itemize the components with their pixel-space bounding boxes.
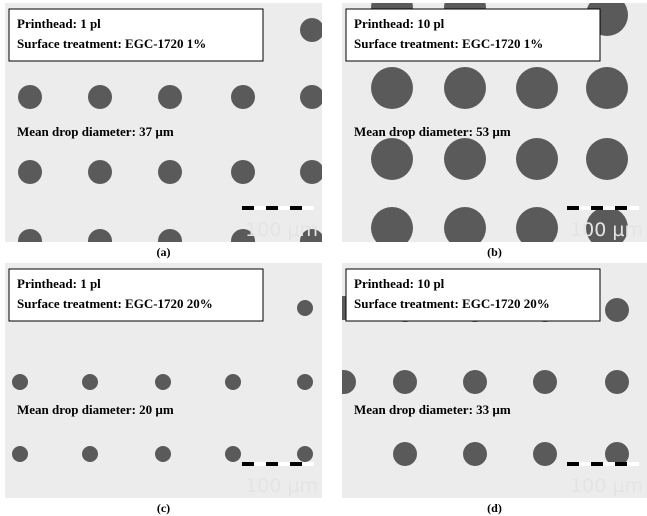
scale-bar (290, 462, 302, 466)
mean-diameter: Mean drop diameter: 53 µm (354, 124, 511, 139)
scale-bar (579, 206, 591, 210)
drop (18, 85, 42, 109)
drop (516, 138, 558, 180)
scale-label: 100 µm (245, 475, 318, 497)
drop (297, 300, 313, 316)
drop (231, 160, 255, 184)
scale-bar (591, 462, 603, 466)
drop (371, 207, 413, 249)
scale-label: 100 µm (570, 219, 643, 241)
drop (605, 370, 629, 394)
scale-bar (302, 206, 314, 210)
surface-treatment: Surface treatment: EGC-1720 20% (354, 296, 550, 311)
printhead: Printhead: 10 pl (354, 276, 445, 291)
drop (463, 442, 487, 466)
printhead: Printhead: 10 pl (354, 16, 445, 31)
micrograph: Printhead: 1 pl Surface treatment: EGC-17… (5, 263, 322, 498)
scale-bar (254, 206, 266, 210)
drop (332, 370, 356, 394)
drop (155, 374, 171, 390)
drop (88, 229, 112, 253)
caption: (a) (157, 245, 171, 259)
figure: Printhead: 1 pl Surface treatment: EGC-17… (0, 0, 647, 516)
scale-label: 100 µm (245, 219, 318, 241)
mean-diameter: Mean drop diameter: 37 µm (17, 124, 174, 139)
drop (231, 85, 255, 109)
caption: (b) (487, 245, 502, 259)
panel: Printhead: 10 pl Surface treatment: EGC-1… (332, 263, 647, 515)
scale-bar (242, 462, 254, 466)
scale-bar (603, 462, 615, 466)
panel: Printhead: 1 pl Surface treatment: EGC-17… (5, 263, 322, 515)
drop (155, 446, 171, 462)
drop (88, 160, 112, 184)
scale-bar (567, 206, 579, 210)
drop (444, 138, 486, 180)
drop (300, 160, 324, 184)
drop (82, 374, 98, 390)
drop (444, 207, 486, 249)
caption: (d) (487, 501, 502, 515)
scale-bar (278, 206, 290, 210)
drop (605, 298, 629, 322)
mean-diameter: Mean drop diameter: 33 µm (354, 402, 511, 417)
surface-treatment: Surface treatment: EGC-1720 1% (17, 36, 206, 51)
panel: Printhead: 10 pl Surface treatment: EGC-1… (342, 0, 647, 259)
drop (88, 85, 112, 109)
drop (533, 442, 557, 466)
drop (393, 370, 417, 394)
scale-bar (290, 206, 302, 210)
drop (300, 85, 324, 109)
drop (297, 374, 313, 390)
drop (158, 85, 182, 109)
printhead: Printhead: 1 pl (17, 276, 101, 291)
drop (12, 374, 28, 390)
drop (371, 138, 413, 180)
drop (158, 160, 182, 184)
surface-treatment: Surface treatment: EGC-1720 20% (17, 296, 213, 311)
drop (82, 446, 98, 462)
micrograph: Printhead: 10 pl Surface treatment: EGC-1… (332, 263, 647, 498)
drop (18, 160, 42, 184)
drop (300, 18, 324, 42)
scale-bar (266, 206, 278, 210)
drop (516, 67, 558, 109)
page: Printhead: 1 pl Surface treatment: EGC-17… (0, 0, 647, 516)
drop (18, 229, 42, 253)
scale-bar (591, 206, 603, 210)
micrograph: Printhead: 1 pl Surface treatment: EGC-17… (5, 3, 324, 253)
caption: (c) (157, 501, 170, 515)
scale-bar (603, 206, 615, 210)
scale-bar (302, 462, 314, 466)
micrograph: Printhead: 10 pl Surface treatment: EGC-1… (342, 0, 647, 249)
scale-bar (627, 462, 639, 466)
drop (371, 67, 413, 109)
scale-bar (278, 462, 290, 466)
drop (393, 442, 417, 466)
scale-bar (266, 462, 278, 466)
scale-bar (615, 206, 627, 210)
drop (12, 446, 28, 462)
drop (225, 374, 241, 390)
drop (297, 446, 313, 462)
scale-bar (615, 462, 627, 466)
mean-diameter: Mean drop diameter: 20 µm (17, 402, 174, 417)
drop (463, 370, 487, 394)
drop (533, 370, 557, 394)
drop (444, 67, 486, 109)
printhead: Printhead: 1 pl (17, 16, 101, 31)
drop (586, 138, 628, 180)
scale-bar (567, 462, 579, 466)
scale-bar (254, 462, 266, 466)
scale-bar (242, 206, 254, 210)
surface-treatment: Surface treatment: EGC-1720 1% (354, 36, 543, 51)
drop (586, 67, 628, 109)
scale-label: 100 µm (570, 475, 643, 497)
drop (516, 207, 558, 249)
scale-bar (579, 462, 591, 466)
drop (225, 446, 241, 462)
scale-bar (627, 206, 639, 210)
panel: Printhead: 1 pl Surface treatment: EGC-17… (5, 3, 324, 259)
